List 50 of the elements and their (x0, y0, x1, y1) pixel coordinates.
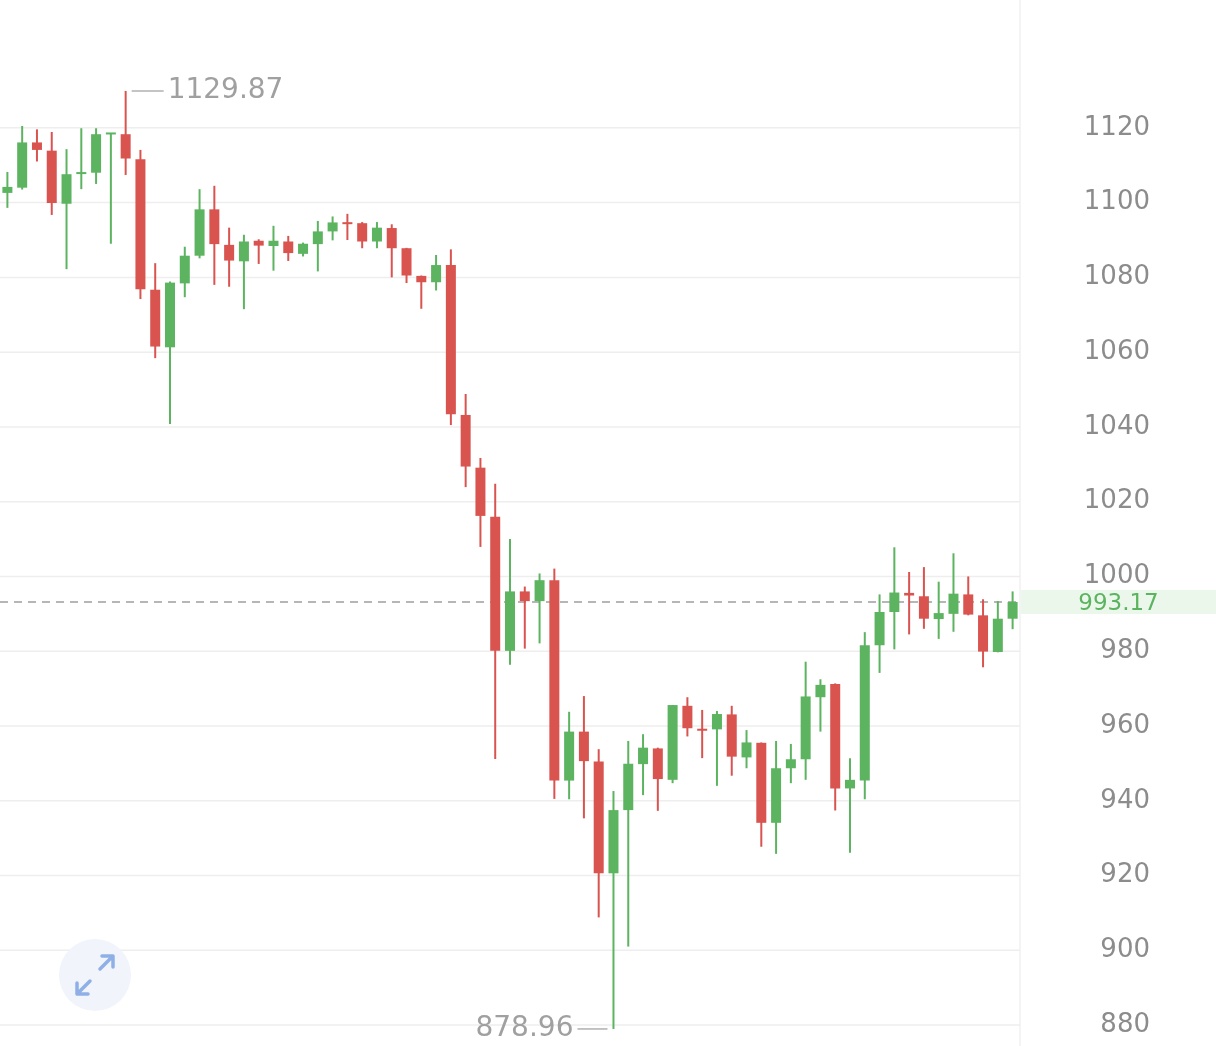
candlestick (268, 224, 279, 272)
candlestick (948, 552, 959, 633)
candlestick (105, 132, 116, 245)
y-tick-label: 880 (1100, 1007, 1150, 1038)
candlestick (371, 221, 382, 250)
candlestick (534, 572, 545, 645)
y-tick-label: 1060 (1083, 334, 1150, 365)
candlestick (342, 212, 353, 241)
candlestick (697, 708, 708, 760)
candlestick (741, 729, 752, 770)
y-tick-label: 940 (1100, 783, 1150, 814)
y-tick-label: 900 (1100, 933, 1150, 964)
annotation: 1129.87 (167, 72, 284, 106)
candlestick (711, 710, 722, 787)
candlestick (431, 253, 442, 292)
candlestick (904, 570, 915, 636)
candlestick (963, 575, 974, 617)
candlestick (327, 215, 338, 242)
candlestick (889, 546, 900, 651)
candlestick (638, 733, 649, 797)
candlestick (815, 678, 826, 733)
candlestick (933, 580, 944, 640)
candlestick (519, 585, 530, 650)
candlestick (238, 233, 249, 311)
y-tick-label: 960 (1100, 708, 1150, 739)
candlestick (416, 274, 427, 310)
candlestick (357, 221, 368, 250)
y-tick-label: 1100 (1083, 185, 1150, 216)
candlestick (253, 238, 264, 265)
y-tick-label: 1000 (1083, 559, 1150, 590)
y-tick-label: 1080 (1083, 260, 1150, 291)
candlestick (224, 226, 235, 288)
candlestick (76, 127, 87, 191)
annotation: 878.96 (475, 1010, 574, 1044)
candlestick (785, 742, 796, 785)
candlestick (682, 696, 693, 738)
candlestick (386, 223, 397, 279)
candlestick (845, 757, 855, 854)
candlestick (31, 128, 42, 163)
candlestick (283, 234, 294, 262)
candlestick (1007, 590, 1018, 631)
y-tick-label: 1120 (1083, 110, 1150, 141)
y-tick-label: 920 (1100, 858, 1150, 889)
candlestick (918, 566, 929, 630)
candlestick (2, 170, 13, 209)
y-tick-label: 1040 (1083, 409, 1150, 440)
candlestick (312, 219, 323, 273)
y-tick-label: 1020 (1083, 484, 1150, 515)
y-tick-label: 980 (1100, 633, 1150, 664)
price-tag: 993.17 (1021, 590, 1216, 614)
